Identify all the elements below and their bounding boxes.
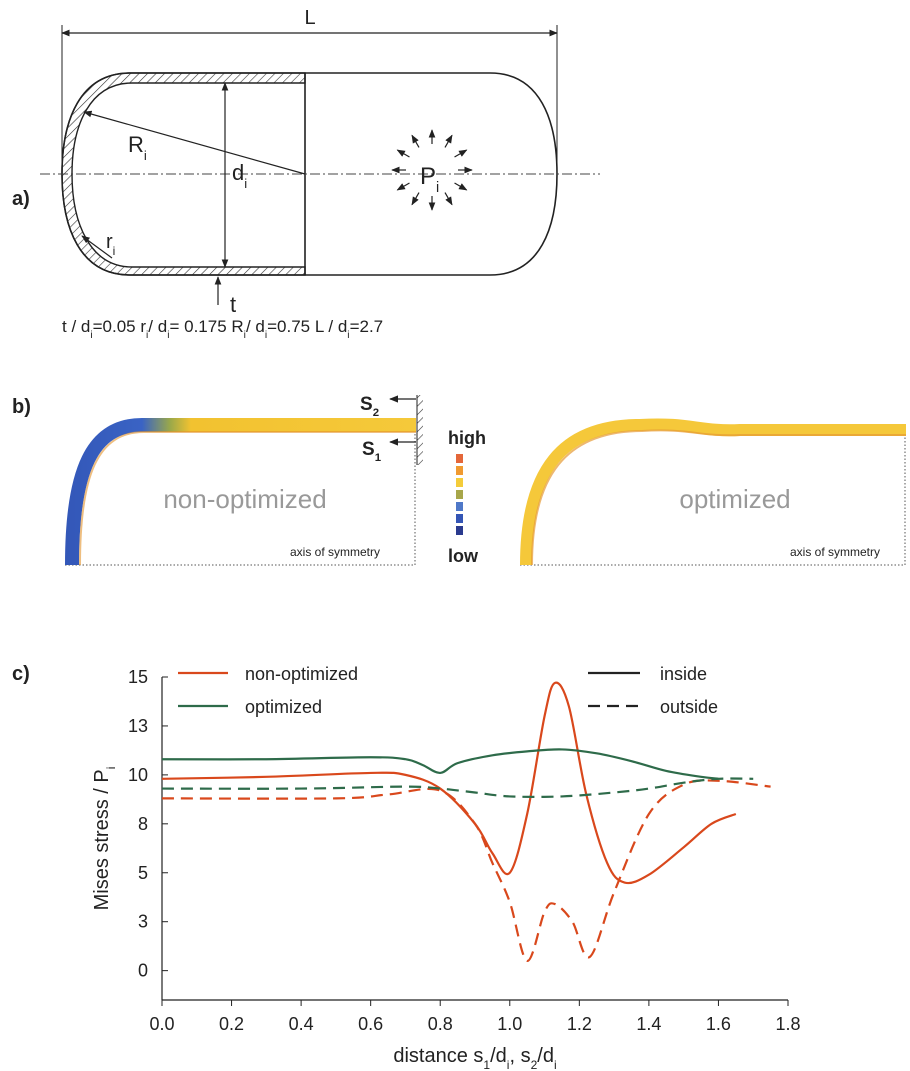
panel-title: non-optimized [163,484,326,514]
length-label: L [304,7,315,29]
text-part: =2.7 [350,317,384,336]
x-tick-label: 0.4 [289,1014,314,1034]
thickness-label: t [230,292,236,317]
swatch [456,502,463,511]
panel-b: b) S2 S1 non-optimized axis of symmetry … [12,394,906,566]
pressure-arrow [397,183,409,190]
legend-label: non-optimized [245,664,358,684]
swatch [456,526,463,535]
figure: a) L Ri di ri t Pi t / di=0.05 ri/ di= 0… [0,0,910,1071]
y-tick-label: 0 [138,961,148,981]
y-axis-label: Mises stress / Pi [91,767,118,911]
subscript: 1 [375,452,382,464]
x-tick-label: 1.6 [706,1014,731,1034]
subscript: i [244,176,247,191]
panel-label: b) [12,396,31,418]
pressure-arrow [412,193,419,205]
swatch [456,478,463,487]
subscript: i [436,180,439,196]
x-tick-label: 0.6 [358,1014,383,1034]
y-tick-label: 5 [138,863,148,883]
support [417,395,423,465]
s1-label: S1 [362,439,382,464]
text-part: S [362,439,375,460]
legend-label: inside [660,664,707,684]
s2-label: S2 [360,394,379,419]
pressure-arrow [397,150,409,157]
series-line [162,749,718,778]
text-part: / d [148,317,167,336]
diameter-label: di [232,160,247,191]
radius-label: Ri [128,132,147,163]
x-axis-label: distance s1/di, s2/di [393,1045,556,1071]
pressure-arrow [445,135,452,147]
x-tick-label: 1.8 [775,1014,800,1034]
text-part: , s [509,1045,530,1067]
y-tick-label: 3 [138,912,148,932]
axis-note: axis of symmetry [790,545,880,559]
panel-label: a) [12,188,30,210]
text-part: d [232,160,244,185]
text-part: P [420,163,436,190]
radius-arrow [84,112,305,174]
subscript: i [113,244,116,258]
text-part: R [128,132,144,157]
y-tick-label: 13 [128,716,148,736]
subscript: i [554,1058,557,1071]
ratio-caption: t / di=0.05 ri/ di= 0.175 Ri/ di=0.75 L … [62,317,383,341]
x-tick-label: 0.0 [149,1014,174,1034]
text-part: =0.05 r [93,317,147,336]
text-part: Mises stress / P [91,769,113,910]
text-part: = 0.175 R [169,317,243,336]
scale-low: low [448,546,479,566]
pressure-arrow [412,135,419,147]
swatch [456,466,463,475]
pressure-label: Pi [420,163,439,196]
x-tick-label: 1.0 [497,1014,522,1034]
text-part: S [360,394,373,415]
subscript: i [104,767,118,770]
series-line [162,779,753,797]
y-tick-label: 8 [138,814,148,834]
text-part: =0.75 L / d [267,317,347,336]
text-part: distance s [393,1045,483,1067]
y-tick-label: 10 [128,765,148,785]
x-tick-label: 1.4 [636,1014,661,1034]
y-tick-label: 15 [128,667,148,687]
legend-label: optimized [245,697,322,717]
swatch [456,490,463,499]
text-part: /d [490,1045,507,1067]
series-line [162,780,771,961]
scale-high: high [448,428,486,448]
color-scale [456,454,463,535]
swatch [456,454,463,463]
panel-label: c) [12,663,30,685]
pressure-arrow [455,183,467,190]
panel-title: optimized [679,484,790,514]
swatch [456,514,463,523]
x-tick-label: 0.8 [428,1014,453,1034]
x-tick-label: 1.2 [567,1014,592,1034]
panel-a: a) L Ri di ri t Pi t / di=0.05 ri/ di= 0… [12,7,600,341]
text-part: /d [537,1045,554,1067]
x-tick-label: 0.2 [219,1014,244,1034]
pressure-arrow [455,150,467,157]
pressure-arrow [445,193,452,205]
legend-label: outside [660,697,718,717]
chart: 0 3 5 8 10 13 15 0.0 0.2 0.4 0.6 0.8 1.0 1.2 1.4 1.6 1.8… [91,664,801,1071]
subscript: i [144,148,147,163]
text-part: t / d [62,317,90,336]
text-part: / d [246,317,265,336]
subscript: 2 [373,407,379,419]
axis-note: axis of symmetry [290,545,380,559]
